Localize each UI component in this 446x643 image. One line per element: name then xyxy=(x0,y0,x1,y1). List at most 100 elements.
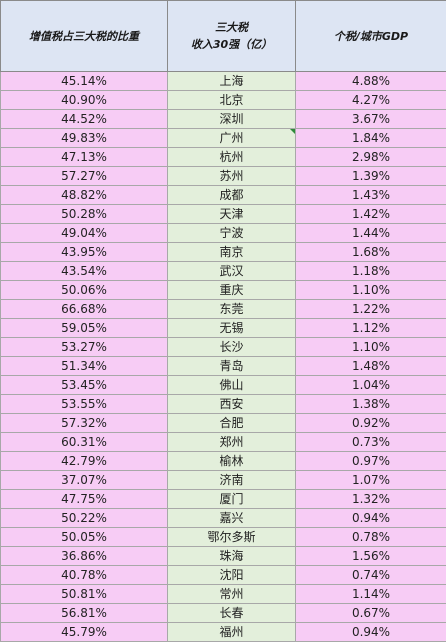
income-tax-gdp-cell[interactable]: 1.10% xyxy=(295,337,446,357)
income-tax-gdp-cell[interactable]: 1.44% xyxy=(295,223,446,243)
city-cell[interactable]: 苏州 xyxy=(167,166,296,186)
income-tax-gdp-cell[interactable]: 1.39% xyxy=(295,166,446,186)
city-cell[interactable]: 南京 xyxy=(167,242,296,262)
income-tax-gdp-cell[interactable]: 1.04% xyxy=(295,375,446,395)
income-tax-gdp-cell[interactable]: 1.14% xyxy=(295,584,446,604)
vat-share-cell[interactable]: 50.28% xyxy=(0,204,168,224)
city-cell[interactable]: 厦门 xyxy=(167,489,296,509)
vat-share-cell[interactable]: 53.45% xyxy=(0,375,168,395)
income-tax-gdp-cell[interactable]: 1.10% xyxy=(295,280,446,300)
city-name: 福州 xyxy=(219,625,244,639)
vat-share-cell[interactable]: 40.90% xyxy=(0,90,168,110)
income-tax-gdp-cell[interactable]: 2.98% xyxy=(295,147,446,167)
city-cell[interactable]: 成都 xyxy=(167,185,296,205)
vat-share-cell[interactable]: 49.04% xyxy=(0,223,168,243)
city-cell[interactable]: 鄂尔多斯 xyxy=(167,527,296,547)
income-tax-gdp-cell[interactable]: 4.88% xyxy=(295,71,446,91)
income-tax-gdp-cell[interactable]: 1.12% xyxy=(295,318,446,338)
vat-share-cell[interactable]: 57.27% xyxy=(0,166,168,186)
vat-share-cell[interactable]: 49.83% xyxy=(0,128,168,148)
income-tax-gdp-cell[interactable]: 0.67% xyxy=(295,603,446,623)
vat-share-cell[interactable]: 47.13% xyxy=(0,147,168,167)
city-cell[interactable]: 西安 xyxy=(167,394,296,414)
city-cell[interactable]: 武汉 xyxy=(167,261,296,281)
vat-share-cell[interactable]: 48.82% xyxy=(0,185,168,205)
vat-share-cell[interactable]: 40.78% xyxy=(0,565,168,585)
income-tax-gdp-cell[interactable]: 1.07% xyxy=(295,470,446,490)
header-vat-share[interactable]: 增值税占三大税的比重 xyxy=(0,0,168,72)
vat-share-cell[interactable]: 56.81% xyxy=(0,603,168,623)
city-cell[interactable]: 嘉兴 xyxy=(167,508,296,528)
income-tax-gdp-cell[interactable]: 0.73% xyxy=(295,432,446,452)
city-cell[interactable]: 福州 xyxy=(167,622,296,642)
vat-share-cell[interactable]: 50.81% xyxy=(0,584,168,604)
city-cell[interactable]: 珠海 xyxy=(167,546,296,566)
city-cell[interactable]: 合肥 xyxy=(167,413,296,433)
vat-share-cell[interactable]: 66.68% xyxy=(0,299,168,319)
city-cell[interactable]: 长春 xyxy=(167,603,296,623)
table-row: 50.05% 鄂尔多斯 0.78% xyxy=(0,527,446,547)
vat-share-cell[interactable]: 42.79% xyxy=(0,451,168,471)
city-cell[interactable]: 长沙 xyxy=(167,337,296,357)
city-name: 广州 xyxy=(219,131,244,145)
income-tax-gdp-cell[interactable]: 0.78% xyxy=(295,527,446,547)
city-cell[interactable]: 沈阳 xyxy=(167,565,296,585)
vat-share-cell[interactable]: 51.34% xyxy=(0,356,168,376)
income-tax-gdp-cell[interactable]: 0.74% xyxy=(295,565,446,585)
income-tax-gdp-cell[interactable]: 0.97% xyxy=(295,451,446,471)
city-cell[interactable]: 佛山 xyxy=(167,375,296,395)
vat-share-cell[interactable]: 59.05% xyxy=(0,318,168,338)
income-tax-gdp-cell[interactable]: 1.18% xyxy=(295,261,446,281)
income-tax-gdp-cell[interactable]: 1.22% xyxy=(295,299,446,319)
vat-share-cell[interactable]: 37.07% xyxy=(0,470,168,490)
income-tax-gdp-cell[interactable]: 0.94% xyxy=(295,622,446,642)
city-cell[interactable]: 无锡 xyxy=(167,318,296,338)
vat-share-cell[interactable]: 57.32% xyxy=(0,413,168,433)
city-cell[interactable]: 东莞 xyxy=(167,299,296,319)
income-tax-gdp-cell[interactable]: 1.68% xyxy=(295,242,446,262)
city-cell[interactable]: 北京 xyxy=(167,90,296,110)
income-tax-gdp-cell[interactable]: 1.43% xyxy=(295,185,446,205)
city-cell[interactable]: 青岛 xyxy=(167,356,296,376)
vat-share-cell[interactable]: 47.75% xyxy=(0,489,168,509)
city-name: 南京 xyxy=(219,245,244,259)
city-cell[interactable]: 济南 xyxy=(167,470,296,490)
vat-share-cell[interactable]: 45.14% xyxy=(0,71,168,91)
city-cell[interactable]: 杭州 xyxy=(167,147,296,167)
table-row: 60.31% 郑州 0.73% xyxy=(0,432,446,452)
vat-share-cell[interactable]: 50.05% xyxy=(0,527,168,547)
income-tax-gdp-cell[interactable]: 0.94% xyxy=(295,508,446,528)
vat-share-cell[interactable]: 36.86% xyxy=(0,546,168,566)
income-tax-gdp-cell[interactable]: 1.48% xyxy=(295,356,446,376)
vat-share-cell[interactable]: 53.55% xyxy=(0,394,168,414)
income-tax-gdp-cell[interactable]: 1.84% xyxy=(295,128,446,148)
income-tax-gdp-cell[interactable]: 3.67% xyxy=(295,109,446,129)
city-cell[interactable]: 重庆 xyxy=(167,280,296,300)
city-cell[interactable]: 天津 xyxy=(167,204,296,224)
vat-share-cell[interactable]: 60.31% xyxy=(0,432,168,452)
income-tax-gdp-cell[interactable]: 1.42% xyxy=(295,204,446,224)
city-cell[interactable]: 深圳 xyxy=(167,109,296,129)
income-tax-gdp-cell[interactable]: 1.56% xyxy=(295,546,446,566)
income-tax-gdp-cell[interactable]: 4.27% xyxy=(295,90,446,110)
city-cell[interactable]: 上海 xyxy=(167,71,296,91)
table-row: 53.27% 长沙 1.10% xyxy=(0,337,446,357)
income-tax-gdp-cell[interactable]: 1.32% xyxy=(295,489,446,509)
vat-share-cell[interactable]: 43.54% xyxy=(0,261,168,281)
city-cell[interactable]: 常州 xyxy=(167,584,296,604)
vat-share-cell[interactable]: 53.27% xyxy=(0,337,168,357)
vat-share-cell[interactable]: 50.06% xyxy=(0,280,168,300)
vat-share-cell[interactable]: 44.52% xyxy=(0,109,168,129)
vat-share-cell[interactable]: 45.79% xyxy=(0,622,168,642)
header-city[interactable]: 三大税 收入30强（亿） xyxy=(167,0,296,72)
city-cell[interactable]: 广州 xyxy=(167,128,296,148)
city-cell[interactable]: 榆林 xyxy=(167,451,296,471)
city-cell[interactable]: 郑州 xyxy=(167,432,296,452)
vat-share-cell[interactable]: 43.95% xyxy=(0,242,168,262)
income-tax-gdp-cell[interactable]: 0.92% xyxy=(295,413,446,433)
table-row: 57.32% 合肥 0.92% xyxy=(0,413,446,433)
header-income-tax-gdp[interactable]: 个税/城市GDP xyxy=(295,0,446,72)
city-cell[interactable]: 宁波 xyxy=(167,223,296,243)
vat-share-cell[interactable]: 50.22% xyxy=(0,508,168,528)
income-tax-gdp-cell[interactable]: 1.38% xyxy=(295,394,446,414)
